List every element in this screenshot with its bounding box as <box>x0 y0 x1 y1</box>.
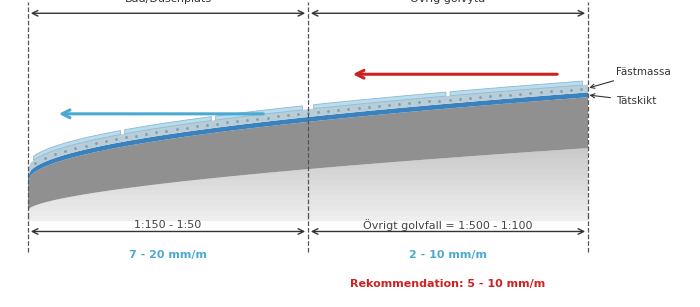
Text: Övrigt golvfall = 1:500 - 1:100: Övrigt golvfall = 1:500 - 1:100 <box>363 220 533 231</box>
Text: 7 - 20 mm/m: 7 - 20 mm/m <box>129 250 207 260</box>
Text: Rekommendation: 5 - 10 mm/m: Rekommendation: 5 - 10 mm/m <box>351 279 545 290</box>
Bar <box>28 175 588 180</box>
Text: Tätskikt: Tätskikt <box>591 94 657 106</box>
Polygon shape <box>314 92 446 109</box>
Text: Övrig golvyta: Övrig golvyta <box>410 0 486 4</box>
Bar <box>28 211 588 216</box>
Polygon shape <box>34 130 120 160</box>
Polygon shape <box>125 117 211 134</box>
Bar <box>28 206 588 211</box>
Polygon shape <box>28 85 588 177</box>
Polygon shape <box>28 97 588 210</box>
Bar <box>28 149 588 154</box>
Polygon shape <box>28 92 588 181</box>
Bar <box>28 164 588 169</box>
Text: 1:150 - 1:50: 1:150 - 1:50 <box>134 220 202 230</box>
Bar <box>28 195 588 200</box>
Polygon shape <box>28 148 588 221</box>
Polygon shape <box>216 106 302 120</box>
Bar <box>28 154 588 159</box>
Bar <box>28 180 588 185</box>
Bar <box>28 144 588 149</box>
Text: Bad/Duschplats: Bad/Duschplats <box>125 0 211 4</box>
Text: Fästmassa: Fästmassa <box>591 67 671 88</box>
Bar <box>28 185 588 190</box>
Bar <box>28 216 588 221</box>
Bar <box>28 169 588 175</box>
Bar <box>28 159 588 164</box>
Text: 2 - 10 mm/m: 2 - 10 mm/m <box>409 250 487 260</box>
Bar <box>28 190 588 195</box>
Bar <box>28 200 588 206</box>
Polygon shape <box>450 81 582 96</box>
